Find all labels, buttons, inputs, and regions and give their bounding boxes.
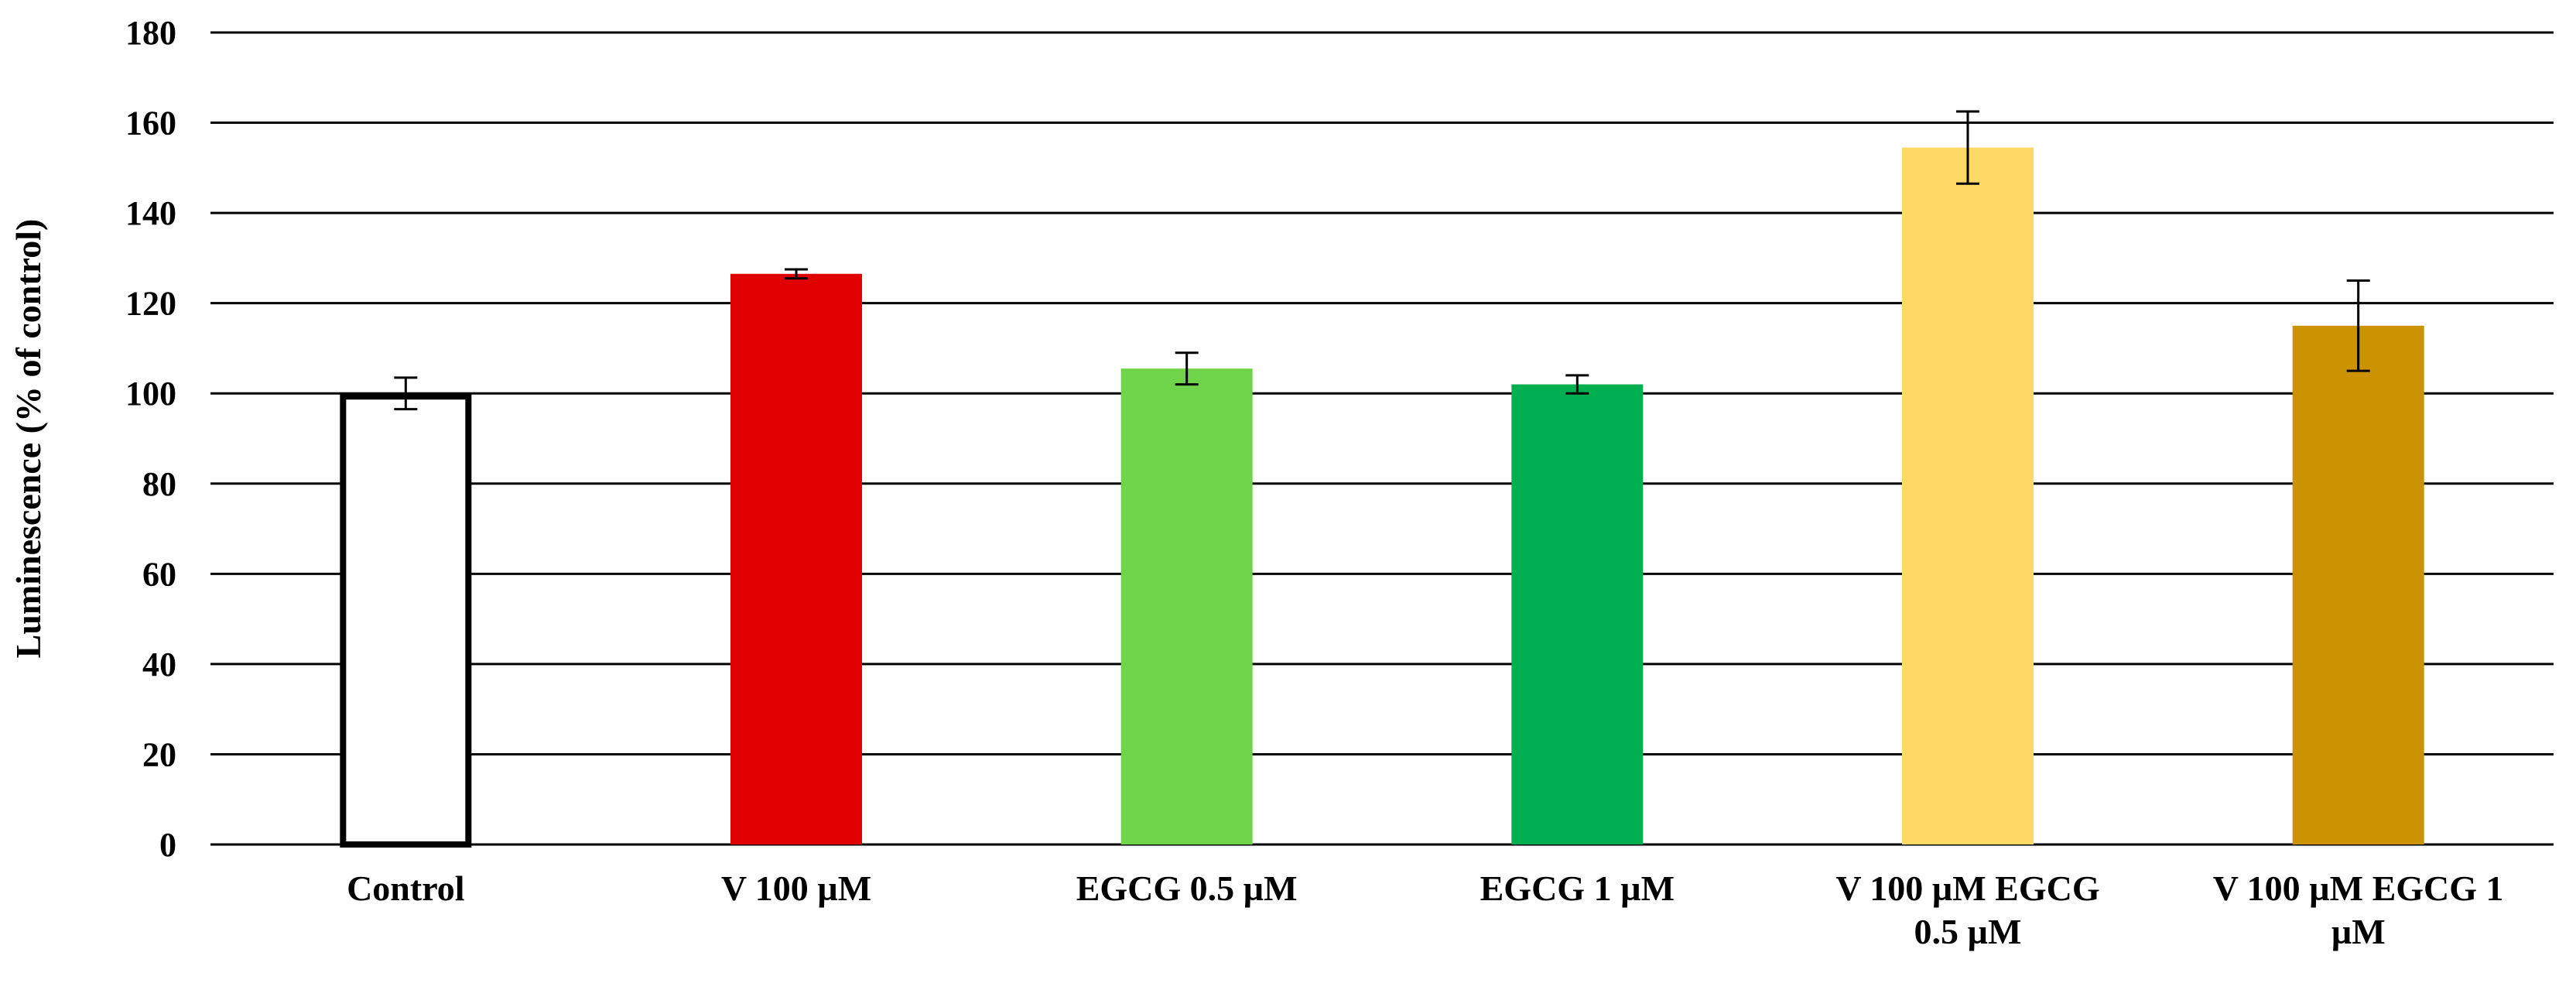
y-tick-label: 0: [159, 826, 176, 864]
error-bar-5: [1956, 110, 1979, 185]
error-bar-3: [1175, 351, 1199, 386]
x-category-label: Control: [347, 868, 465, 908]
x-category-label: V 100 µM: [721, 868, 871, 908]
error-bar-6: [2346, 279, 2370, 372]
bar-6: [2292, 325, 2424, 844]
y-tick-label: 20: [142, 735, 176, 773]
y-tick-label: 60: [142, 555, 176, 593]
error-bar-2: [785, 268, 808, 280]
x-category-label: V 100 µM EGCG 1 µM: [2213, 868, 2504, 951]
x-axis-category-labels: Control V 100 µM EGCG 0.5 µM EGCG 1 µM V 100…: [347, 868, 2503, 951]
y-tick-label: 140: [125, 194, 176, 232]
bar-5: [1902, 147, 2034, 844]
error-bar-1: [394, 376, 418, 411]
x-category-label: EGCG 1 µM: [1480, 868, 1675, 908]
y-tick-label: 100: [125, 375, 176, 413]
y-axis-tick-labels: 0 20 40 60 80 100 120 140 160 180: [125, 14, 176, 864]
bar-1: [340, 393, 472, 848]
error-bars: [394, 110, 2370, 411]
x-category-label: V 100 µM EGCG 0.5 µM: [1835, 868, 2099, 951]
y-tick-label: 40: [142, 646, 176, 683]
y-tick-label: 160: [125, 104, 176, 142]
error-bar-4: [1565, 374, 1589, 395]
y-tick-label: 120: [125, 285, 176, 323]
x-category-label: EGCG 0.5 µM: [1076, 868, 1298, 908]
bar-3: [1120, 368, 1253, 844]
bar-2: [730, 273, 862, 844]
bars: [340, 147, 2424, 848]
gridlines: [210, 31, 2554, 846]
bar-4: [1511, 384, 1644, 845]
y-tick-label: 80: [142, 465, 176, 503]
y-tick-label: 180: [125, 14, 176, 52]
y-axis-title: Luminescence (% of control): [9, 219, 48, 659]
